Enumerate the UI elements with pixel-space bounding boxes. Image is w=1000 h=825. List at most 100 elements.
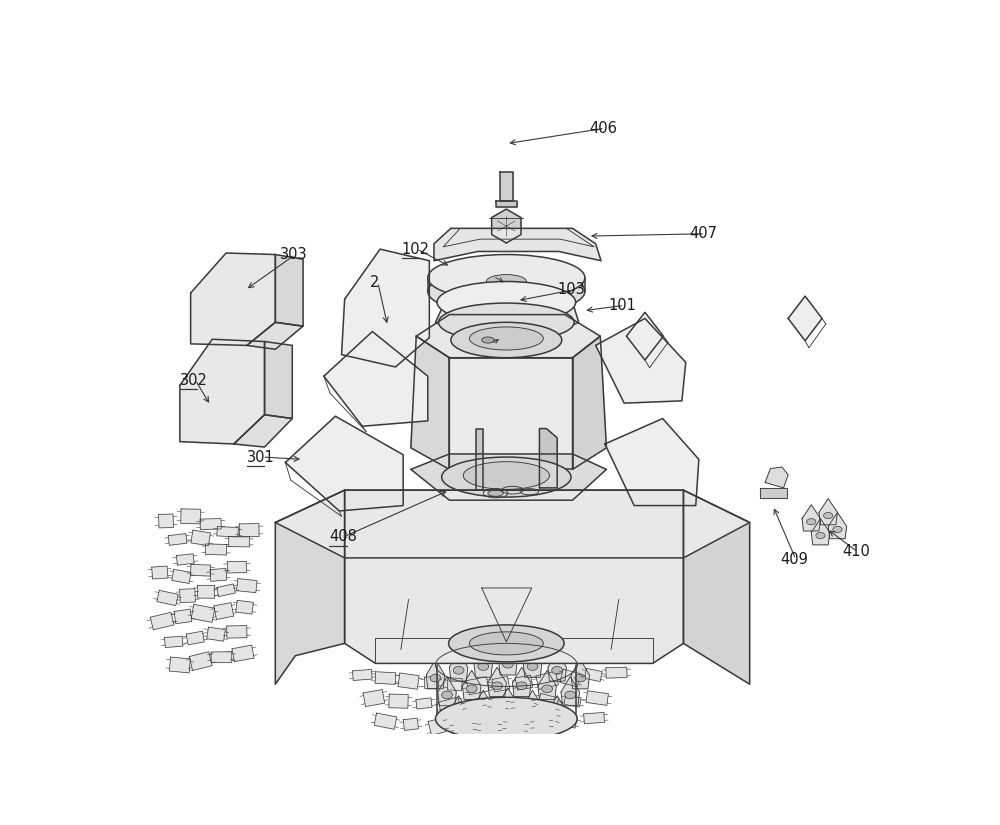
Polygon shape bbox=[506, 720, 525, 733]
Polygon shape bbox=[515, 675, 533, 690]
Polygon shape bbox=[285, 417, 403, 511]
Ellipse shape bbox=[463, 462, 549, 489]
Polygon shape bbox=[488, 667, 506, 696]
Polygon shape bbox=[571, 659, 590, 689]
Polygon shape bbox=[438, 676, 456, 705]
Polygon shape bbox=[802, 505, 820, 531]
Polygon shape bbox=[453, 722, 473, 733]
Polygon shape bbox=[499, 688, 517, 717]
Polygon shape bbox=[819, 498, 837, 525]
Polygon shape bbox=[236, 601, 253, 614]
Polygon shape bbox=[191, 564, 211, 576]
Polygon shape bbox=[234, 415, 292, 447]
Polygon shape bbox=[186, 631, 204, 645]
Polygon shape bbox=[462, 671, 481, 700]
Ellipse shape bbox=[469, 632, 543, 655]
Polygon shape bbox=[247, 323, 303, 349]
Ellipse shape bbox=[502, 660, 513, 668]
Polygon shape bbox=[474, 648, 492, 677]
Text: 408: 408 bbox=[329, 529, 357, 544]
Text: 302: 302 bbox=[180, 373, 208, 388]
Polygon shape bbox=[210, 568, 227, 582]
Polygon shape bbox=[174, 609, 192, 624]
Ellipse shape bbox=[478, 705, 489, 713]
Polygon shape bbox=[538, 671, 556, 700]
Ellipse shape bbox=[488, 490, 503, 497]
Polygon shape bbox=[411, 336, 449, 469]
Polygon shape bbox=[176, 554, 194, 565]
Polygon shape bbox=[548, 695, 566, 725]
Polygon shape bbox=[426, 659, 445, 689]
Ellipse shape bbox=[428, 268, 585, 314]
Polygon shape bbox=[180, 339, 265, 444]
Polygon shape bbox=[447, 677, 462, 691]
Ellipse shape bbox=[478, 662, 489, 671]
Polygon shape bbox=[438, 697, 460, 711]
Polygon shape bbox=[152, 566, 168, 579]
Text: 102: 102 bbox=[402, 242, 430, 257]
Ellipse shape bbox=[428, 255, 585, 301]
Ellipse shape bbox=[575, 674, 586, 682]
Polygon shape bbox=[788, 296, 822, 341]
Polygon shape bbox=[363, 690, 385, 706]
Text: 407: 407 bbox=[690, 226, 718, 241]
Polygon shape bbox=[172, 569, 191, 583]
Text: 410: 410 bbox=[842, 544, 870, 559]
Polygon shape bbox=[465, 698, 483, 710]
Ellipse shape bbox=[816, 532, 825, 539]
Ellipse shape bbox=[516, 682, 527, 690]
Ellipse shape bbox=[466, 287, 546, 312]
Polygon shape bbox=[626, 313, 663, 360]
Polygon shape bbox=[500, 172, 512, 200]
Ellipse shape bbox=[437, 281, 576, 323]
Polygon shape bbox=[197, 586, 215, 598]
Polygon shape bbox=[150, 612, 174, 629]
Polygon shape bbox=[492, 676, 510, 692]
Polygon shape bbox=[374, 713, 397, 729]
Text: 2: 2 bbox=[370, 275, 379, 290]
Polygon shape bbox=[227, 561, 246, 573]
Polygon shape bbox=[605, 418, 699, 506]
Polygon shape bbox=[537, 694, 559, 712]
Polygon shape bbox=[548, 652, 566, 681]
Ellipse shape bbox=[807, 519, 816, 525]
Ellipse shape bbox=[430, 674, 441, 682]
Polygon shape bbox=[573, 336, 606, 469]
Polygon shape bbox=[476, 428, 483, 490]
Polygon shape bbox=[523, 691, 542, 719]
Polygon shape bbox=[760, 488, 787, 497]
Polygon shape bbox=[324, 332, 428, 427]
Ellipse shape bbox=[552, 710, 563, 718]
Polygon shape bbox=[207, 627, 225, 641]
Polygon shape bbox=[168, 534, 187, 545]
Polygon shape bbox=[449, 358, 573, 469]
Polygon shape bbox=[828, 512, 847, 539]
Polygon shape bbox=[389, 694, 408, 708]
Polygon shape bbox=[159, 514, 173, 528]
Polygon shape bbox=[514, 699, 532, 710]
Polygon shape bbox=[585, 668, 602, 681]
Polygon shape bbox=[214, 602, 234, 620]
Ellipse shape bbox=[527, 705, 538, 713]
Text: 303: 303 bbox=[280, 247, 308, 262]
Polygon shape bbox=[496, 200, 517, 207]
Polygon shape bbox=[596, 318, 686, 403]
Ellipse shape bbox=[552, 667, 563, 674]
Ellipse shape bbox=[436, 697, 577, 740]
Polygon shape bbox=[606, 667, 627, 678]
Polygon shape bbox=[539, 428, 557, 488]
Polygon shape bbox=[191, 605, 215, 622]
Ellipse shape bbox=[833, 526, 842, 532]
Polygon shape bbox=[474, 691, 492, 719]
Polygon shape bbox=[584, 713, 605, 724]
Polygon shape bbox=[342, 249, 429, 367]
Polygon shape bbox=[275, 255, 303, 326]
Polygon shape bbox=[211, 652, 232, 662]
Ellipse shape bbox=[486, 275, 526, 289]
Ellipse shape bbox=[466, 685, 477, 693]
Polygon shape bbox=[416, 698, 432, 709]
Polygon shape bbox=[467, 676, 489, 695]
Polygon shape bbox=[436, 302, 579, 330]
Polygon shape bbox=[425, 676, 439, 689]
Polygon shape bbox=[411, 454, 606, 500]
